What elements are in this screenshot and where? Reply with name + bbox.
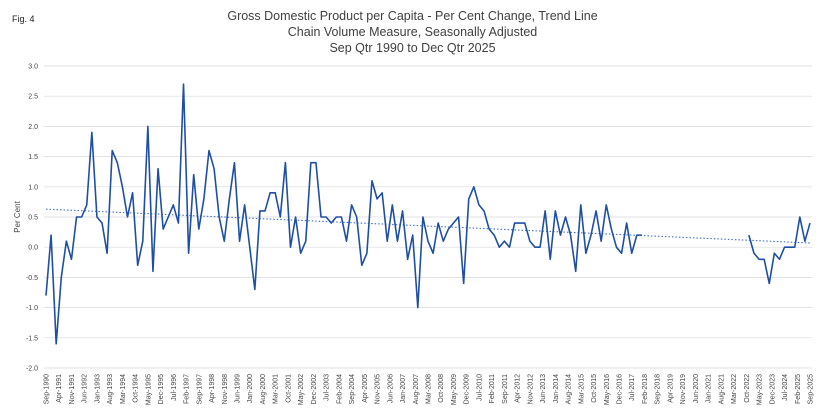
chart-subtitle-measure: Chain Volume Measure, Seasonally Adjuste… <box>287 25 538 39</box>
x-tick-label: Apr-2012 <box>515 374 522 403</box>
x-tick-label: Jun-2006 <box>387 374 394 403</box>
x-tick-label: Jan-1993 <box>94 374 101 403</box>
series-line <box>45 83 642 345</box>
x-tick-label: Aug-2007 <box>413 374 420 404</box>
x-tick-label: Jul-2010 <box>476 374 483 401</box>
x-tick-label: Mar-2001 <box>273 374 280 404</box>
x-tick-label: Jun-2013 <box>540 374 547 403</box>
x-tick-label: Apr-1991 <box>56 374 63 403</box>
figure-label: Fig. 4 <box>12 14 35 24</box>
x-tick-label: Jul-2024 <box>782 374 789 401</box>
x-tick-label: Apr-1998 <box>209 374 216 403</box>
x-tick-label: Feb-2011 <box>489 374 496 404</box>
x-tick-label: Jul-1996 <box>171 374 178 401</box>
x-tick-label: Mar-1994 <box>120 374 127 404</box>
y-tick-label: -2.0 <box>26 366 38 373</box>
x-tick-label: Sep-1997 <box>196 374 203 404</box>
x-tick-label: Aug-1993 <box>107 374 114 404</box>
x-tick-label: Apr-2019 <box>667 374 674 403</box>
x-tick-label: Dec-2002 <box>311 374 318 404</box>
x-tick-label: Dec-1995 <box>158 374 165 404</box>
x-tick-label: Aug-2021 <box>718 374 725 404</box>
x-tick-label: Oct-1994 <box>133 374 140 403</box>
x-tick-label: Oct-2008 <box>438 374 445 403</box>
x-tick-label: Jan-2000 <box>247 374 254 403</box>
trend-line-layer <box>45 208 811 244</box>
x-tick-label: Jul-2017 <box>629 374 636 401</box>
y-tick-label: 0.5 <box>28 215 38 222</box>
x-tick-label: Oct-2001 <box>285 374 292 403</box>
x-tick-label: May-2016 <box>604 374 611 405</box>
gridlines <box>44 65 812 369</box>
x-tick-label: Oct-2022 <box>744 374 751 403</box>
x-tick-label: Dec-2023 <box>769 374 776 404</box>
x-tick-label: May-2002 <box>298 374 305 405</box>
x-tick-label: Sep-2018 <box>655 374 662 404</box>
x-tick-label: Dec-2016 <box>617 374 624 404</box>
y-tick-label: -1.0 <box>26 305 38 312</box>
chart-subtitle-period: Sep Qtr 1990 to Dec Qtr 2025 <box>329 41 496 55</box>
x-axis-ticks: Sep-1990 Apr-1991 Nov-1991 Jun-1992 Jan-1993… <box>44 374 815 405</box>
y-tick-label: 2.5 <box>28 94 38 101</box>
x-tick-label: Jun-1992 <box>82 374 89 403</box>
x-tick-label: Jun-1999 <box>235 374 242 403</box>
x-tick-label: Oct-2015 <box>591 374 598 403</box>
x-tick-label: Nov-1998 <box>222 374 229 404</box>
x-tick-label: Sep-2004 <box>349 374 356 404</box>
x-tick-label: May-2023 <box>757 374 764 405</box>
trend-line <box>45 208 811 244</box>
x-tick-label: May-2009 <box>451 374 458 405</box>
y-axis-ticks: 3.0 2.5 2.0 1.5 1.0 0.5 0.0 -0.5 -1.0 -1.5 -2.0 <box>26 64 38 373</box>
x-tick-label: Nov-2012 <box>527 374 534 404</box>
x-tick-label: Jul-2003 <box>324 374 331 401</box>
y-tick-label: 3.0 <box>28 64 38 71</box>
x-tick-label: May-1995 <box>145 374 152 405</box>
x-tick-label: Nov-2019 <box>680 374 687 404</box>
x-tick-label: Jun-2020 <box>693 374 700 403</box>
x-tick-label: Feb-2004 <box>336 374 343 404</box>
x-tick-label: Mar-2022 <box>731 374 738 404</box>
x-tick-label: Mar-2015 <box>578 374 585 404</box>
x-tick-label: Feb-1997 <box>184 374 191 404</box>
x-tick-label: Aug-2000 <box>260 374 267 404</box>
x-tick-label: Apr-2005 <box>362 374 369 403</box>
x-tick-label: Jan-2014 <box>553 374 560 403</box>
x-tick-label: Sep-1990 <box>44 374 51 404</box>
x-tick-label: Aug-2014 <box>566 374 573 404</box>
chart-title: Gross Domestic Product per Capita - Per … <box>227 9 598 23</box>
x-tick-label: Feb-2025 <box>795 374 802 404</box>
series-layer <box>45 83 811 345</box>
x-tick-label: Jan-2007 <box>400 374 407 403</box>
y-tick-label: 1.5 <box>28 154 38 161</box>
y-tick-label: -1.5 <box>26 335 38 342</box>
x-tick-label: Nov-1991 <box>69 374 76 404</box>
y-axis-label: Per Cent <box>13 200 22 232</box>
y-tick-label: -0.5 <box>26 275 38 282</box>
x-tick-label: Feb-2018 <box>642 374 649 404</box>
chart-title-block: Gross Domestic Product per Capita - Per … <box>0 8 825 56</box>
y-tick-label: 1.0 <box>28 184 38 191</box>
x-tick-label: Mar-2008 <box>426 374 433 404</box>
series-line <box>748 216 811 285</box>
x-tick-label: Nov-2005 <box>375 374 382 404</box>
y-tick-label: 0.0 <box>28 245 38 252</box>
y-tick-label: 2.0 <box>28 124 38 131</box>
x-tick-label: Jan-2021 <box>706 374 713 403</box>
x-tick-label: Sep-2025 <box>808 374 815 404</box>
x-tick-label: Sep-2011 <box>502 374 509 404</box>
x-tick-label: Dec-2009 <box>464 374 471 404</box>
